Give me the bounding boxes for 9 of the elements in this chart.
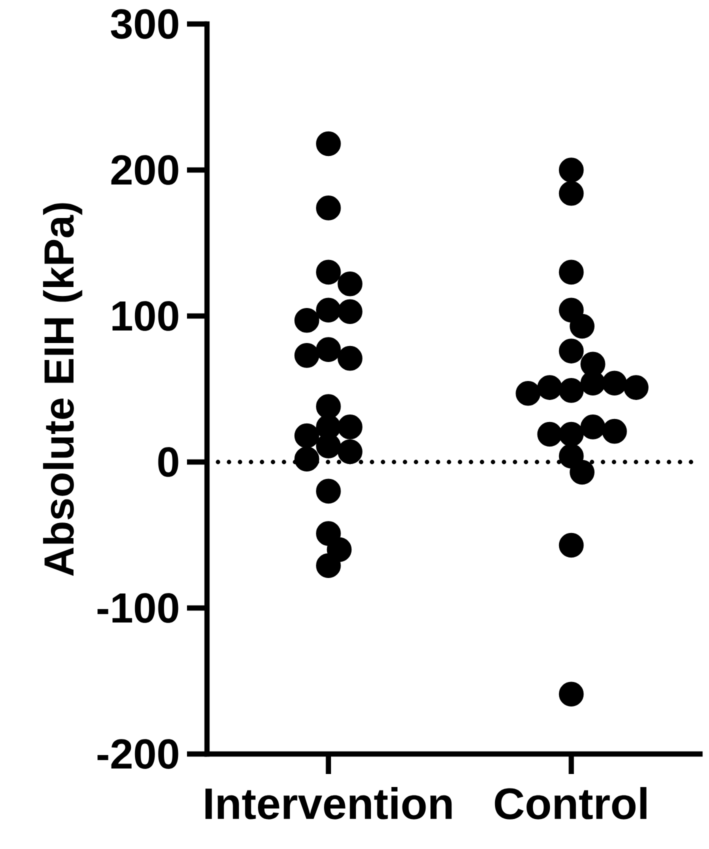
x-tick-label: Control <box>494 787 646 820</box>
y-axis-title: Absolute EIH (kPa) <box>43 203 82 576</box>
y-tick-label: 0 <box>158 447 178 477</box>
y-tick-label: 100 <box>112 301 178 331</box>
y-tick-label: -200 <box>98 739 178 769</box>
y-tick-label: 300 <box>110 9 178 39</box>
y-tick-label: -100 <box>98 593 178 623</box>
x-tick-label: Intervention <box>205 787 452 820</box>
y-tick-label: 200 <box>111 155 178 185</box>
